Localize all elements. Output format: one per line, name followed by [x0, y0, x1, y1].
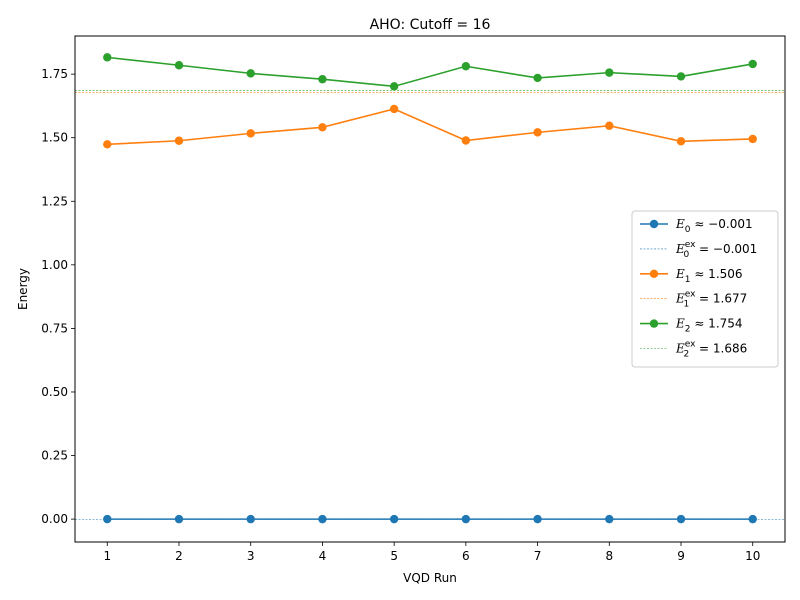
- data-point-s0-4: [389, 514, 399, 524]
- data-point-s2-9: [748, 59, 757, 69]
- data-point-s2-3: [318, 75, 327, 84]
- legend-marker: [649, 319, 659, 328]
- axis-ticks: 1 2 3 4 5 6 7 8 9 10 0.00 0.25 0.50 0.75 1.00 1.25 1.50 1…: [41, 67, 760, 563]
- data-point-s2-6: [533, 73, 542, 83]
- data-point-s1-0: [103, 140, 112, 149]
- x-tick-label: 8: [605, 549, 613, 563]
- data-point-s1-4: [389, 104, 399, 114]
- legend-label: Eex 1 = 1.677: [675, 290, 747, 310]
- x-tick-label: 4: [319, 549, 327, 563]
- x-tick-label: 9: [677, 549, 685, 563]
- x-tick-label: 6: [462, 549, 470, 563]
- y-tick-label: 1.25: [41, 194, 68, 208]
- y-tick-label: 0.00: [41, 512, 68, 526]
- x-axis-label: VQD Run: [403, 571, 457, 585]
- x-tick-label: 5: [390, 549, 398, 563]
- data-point-s0-5: [461, 514, 471, 524]
- data-point-s2-5: [461, 62, 471, 71]
- data-point-s2-8: [676, 72, 686, 81]
- x-tick-label: 7: [534, 549, 542, 563]
- data-point-s1-1: [174, 136, 184, 145]
- data-point-s2-2: [246, 69, 255, 78]
- data-point-s2-4: [389, 82, 399, 91]
- series-line-1: [107, 108, 753, 146]
- data-point-s2-1: [174, 61, 184, 70]
- y-tick-label: 0.50: [41, 385, 68, 399]
- data-point-s1-2: [246, 129, 255, 138]
- data-point-s0-2: [246, 514, 255, 524]
- x-tick-label: 10: [745, 549, 760, 563]
- legend-label: E0 ≈ −0.001: [675, 217, 753, 235]
- legend-marker: [649, 269, 659, 278]
- legend-marker: [649, 219, 659, 229]
- axes-frame: [74, 35, 786, 543]
- x-tick-label: 3: [247, 549, 255, 563]
- data-point-s0-6: [533, 514, 542, 524]
- data-point-s0-7: [605, 514, 614, 524]
- data-point-s2-7: [605, 68, 614, 77]
- legend: E0 ≈ −0.001 Eex 0 = −0.001 E1 ≈ 1.506 Eex 1 =…: [631, 210, 779, 368]
- y-tick-label: 0.75: [41, 321, 68, 335]
- legend-label: E2 ≈ 1.754: [675, 317, 743, 335]
- data-point-s1-6: [533, 128, 542, 137]
- data-point-s0-0: [103, 514, 112, 524]
- data-point-s0-3: [318, 514, 327, 524]
- data-point-s1-9: [748, 134, 757, 144]
- legend-label: Eex 2 = 1.686: [675, 340, 747, 360]
- y-tick-label: 1.00: [41, 258, 68, 272]
- y-tick-label: 1.75: [41, 67, 68, 81]
- data-point-s2-0: [103, 53, 112, 62]
- data-point-s1-7: [605, 121, 614, 130]
- chart-title: AHO: Cutoff = 16: [370, 17, 491, 33]
- data-point-s0-9: [748, 514, 757, 524]
- series-line-2: [107, 56, 753, 88]
- y-tick-label: 0.25: [41, 449, 68, 463]
- data-point-s1-8: [676, 137, 686, 146]
- data-point-s1-5: [461, 136, 471, 145]
- x-tick-label: 2: [175, 549, 183, 563]
- y-axis-label: Energy: [16, 268, 30, 310]
- legend-label: E1 ≈ 1.506: [675, 267, 743, 285]
- data-point-s0-1: [174, 514, 184, 524]
- data-point-s0-8: [676, 514, 686, 524]
- data-point-s1-3: [318, 123, 327, 132]
- y-tick-label: 1.50: [41, 131, 68, 145]
- legend-label: Eex 0 = −0.001: [675, 240, 757, 260]
- plot-area: [75, 53, 785, 524]
- x-tick-label: 1: [103, 549, 111, 563]
- legend-box: [631, 210, 779, 368]
